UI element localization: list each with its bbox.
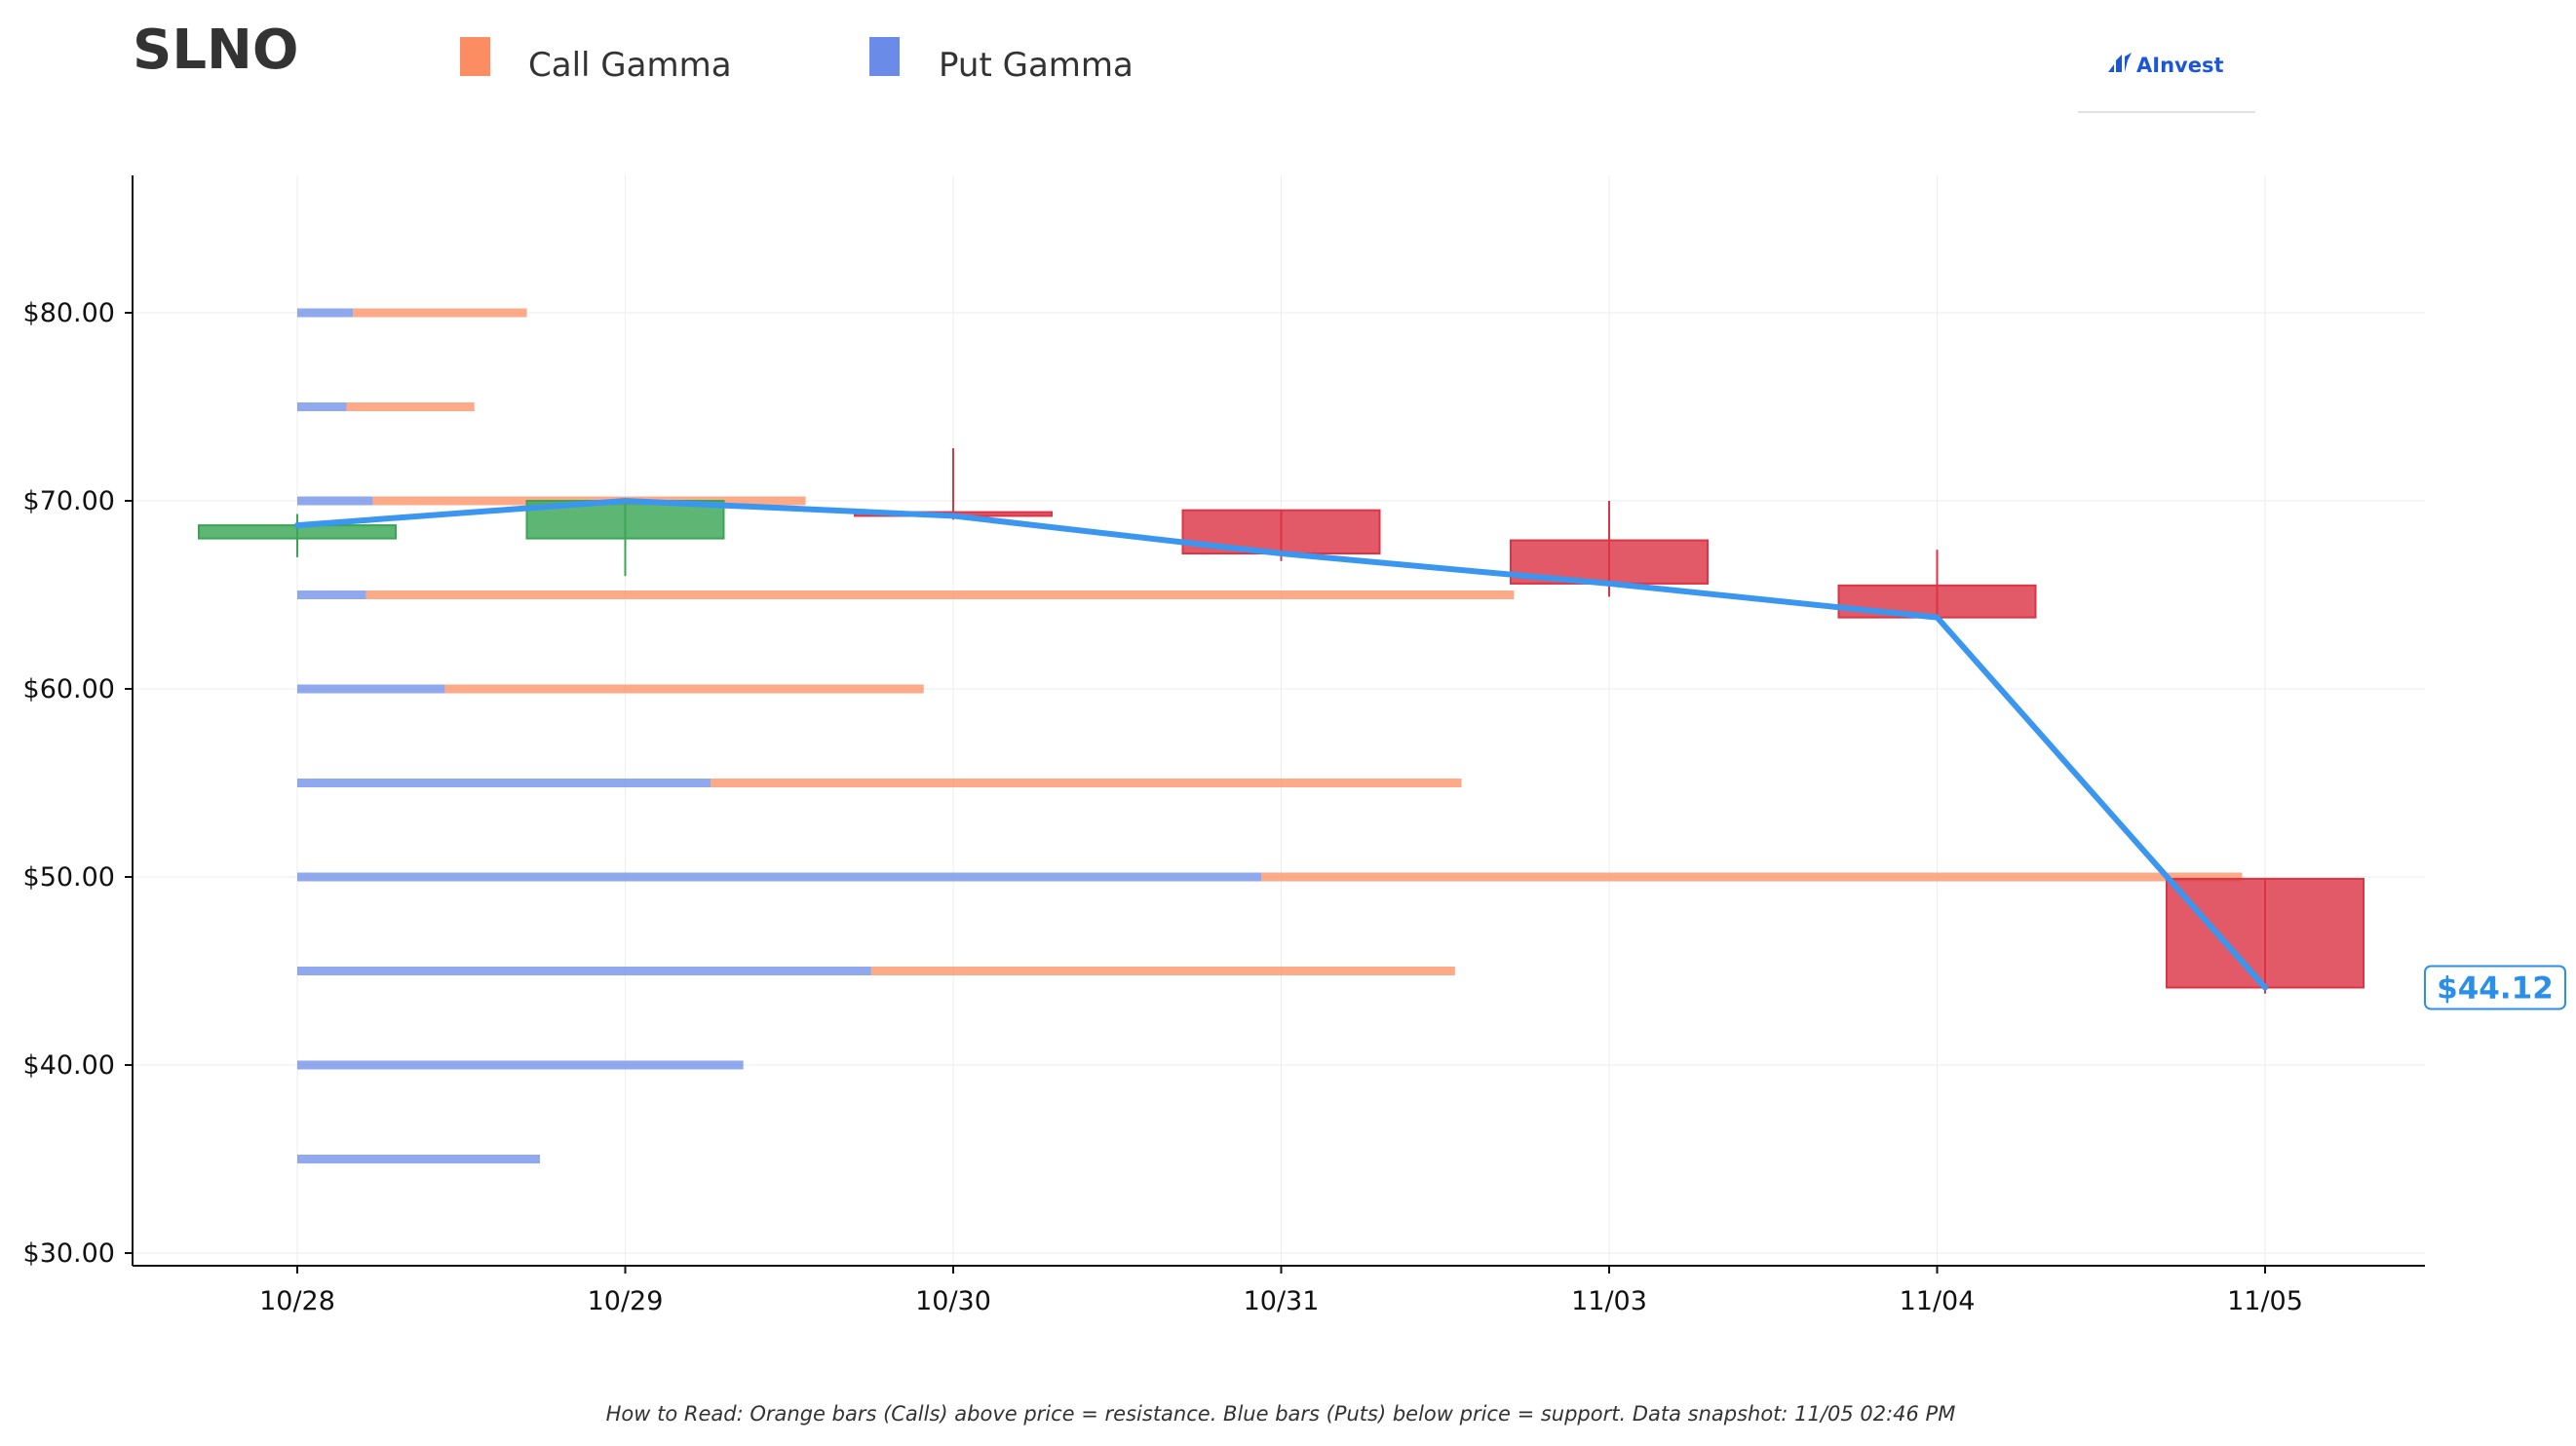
call-gamma-bar xyxy=(444,684,924,694)
y-tick-label: $70.00 xyxy=(23,486,115,516)
x-tick-label: 10/28 xyxy=(259,1286,335,1316)
y-tick-label: $80.00 xyxy=(23,298,115,328)
last-price-box xyxy=(2424,965,2566,1010)
x-tick-label: 10/29 xyxy=(588,1286,664,1316)
put-gamma-bar xyxy=(297,402,347,411)
brand-name: AInvest xyxy=(2136,54,2224,77)
call-gamma-legend-swatch xyxy=(460,37,490,76)
brand-chart-icon xyxy=(2108,53,2132,72)
candle-body xyxy=(2166,877,2365,989)
put-gamma-bar xyxy=(297,779,711,787)
put-gamma-bar xyxy=(297,1060,744,1070)
y-tick-label: $30.00 xyxy=(23,1238,115,1269)
put-gamma-bar xyxy=(297,590,366,599)
x-tick-label: 11/03 xyxy=(1571,1286,1647,1316)
call-gamma-legend-label: Call Gamma xyxy=(528,46,732,85)
put-gamma-bar xyxy=(297,1155,541,1163)
gamma-bars xyxy=(297,308,2243,1163)
close-line-layer xyxy=(294,498,2268,991)
x-tick-label: 10/31 xyxy=(1244,1286,1320,1316)
y-tick-label: $40.00 xyxy=(23,1050,115,1081)
footnote: How to Read: Orange bars (Calls) above p… xyxy=(606,1402,1956,1426)
put-gamma-legend-label: Put Gamma xyxy=(939,46,1134,85)
x-tick-label: 11/04 xyxy=(1900,1286,1976,1316)
header: SLNO Call Gamma Put Gamma AInvest xyxy=(133,19,2255,113)
put-gamma-bar xyxy=(297,308,354,318)
brand-logo: AInvest xyxy=(2078,53,2255,113)
y-tick-label: $50.00 xyxy=(23,862,115,893)
call-gamma-bar xyxy=(353,308,527,318)
call-gamma-bar xyxy=(346,402,475,411)
put-gamma-bar xyxy=(297,872,1262,882)
y-tick-label: $60.00 xyxy=(23,674,115,704)
x-tick-label: 11/05 xyxy=(2227,1286,2303,1316)
tick-labels: $30.00 $40.00 $50.00 $60.00 $70.00 $80.00 10/2… xyxy=(23,298,2303,1316)
ticker-title: SLNO xyxy=(133,19,299,82)
close-price-line xyxy=(294,498,2268,991)
axes xyxy=(125,175,2425,1274)
last-price-label: $44.12 xyxy=(2437,970,2554,1006)
call-gamma-bar xyxy=(1261,872,2243,882)
put-gamma-bar xyxy=(297,684,445,694)
call-gamma-bar xyxy=(870,967,1455,975)
call-gamma-bar xyxy=(365,590,1515,599)
put-gamma-legend-swatch xyxy=(869,37,900,76)
last-price-tag: $44.12 xyxy=(2424,965,2566,1010)
call-gamma-bar xyxy=(710,779,1462,787)
x-tick-label: 10/30 xyxy=(915,1286,991,1316)
put-gamma-bar xyxy=(297,496,373,506)
put-gamma-bar xyxy=(297,967,871,975)
grid xyxy=(133,175,2425,1266)
